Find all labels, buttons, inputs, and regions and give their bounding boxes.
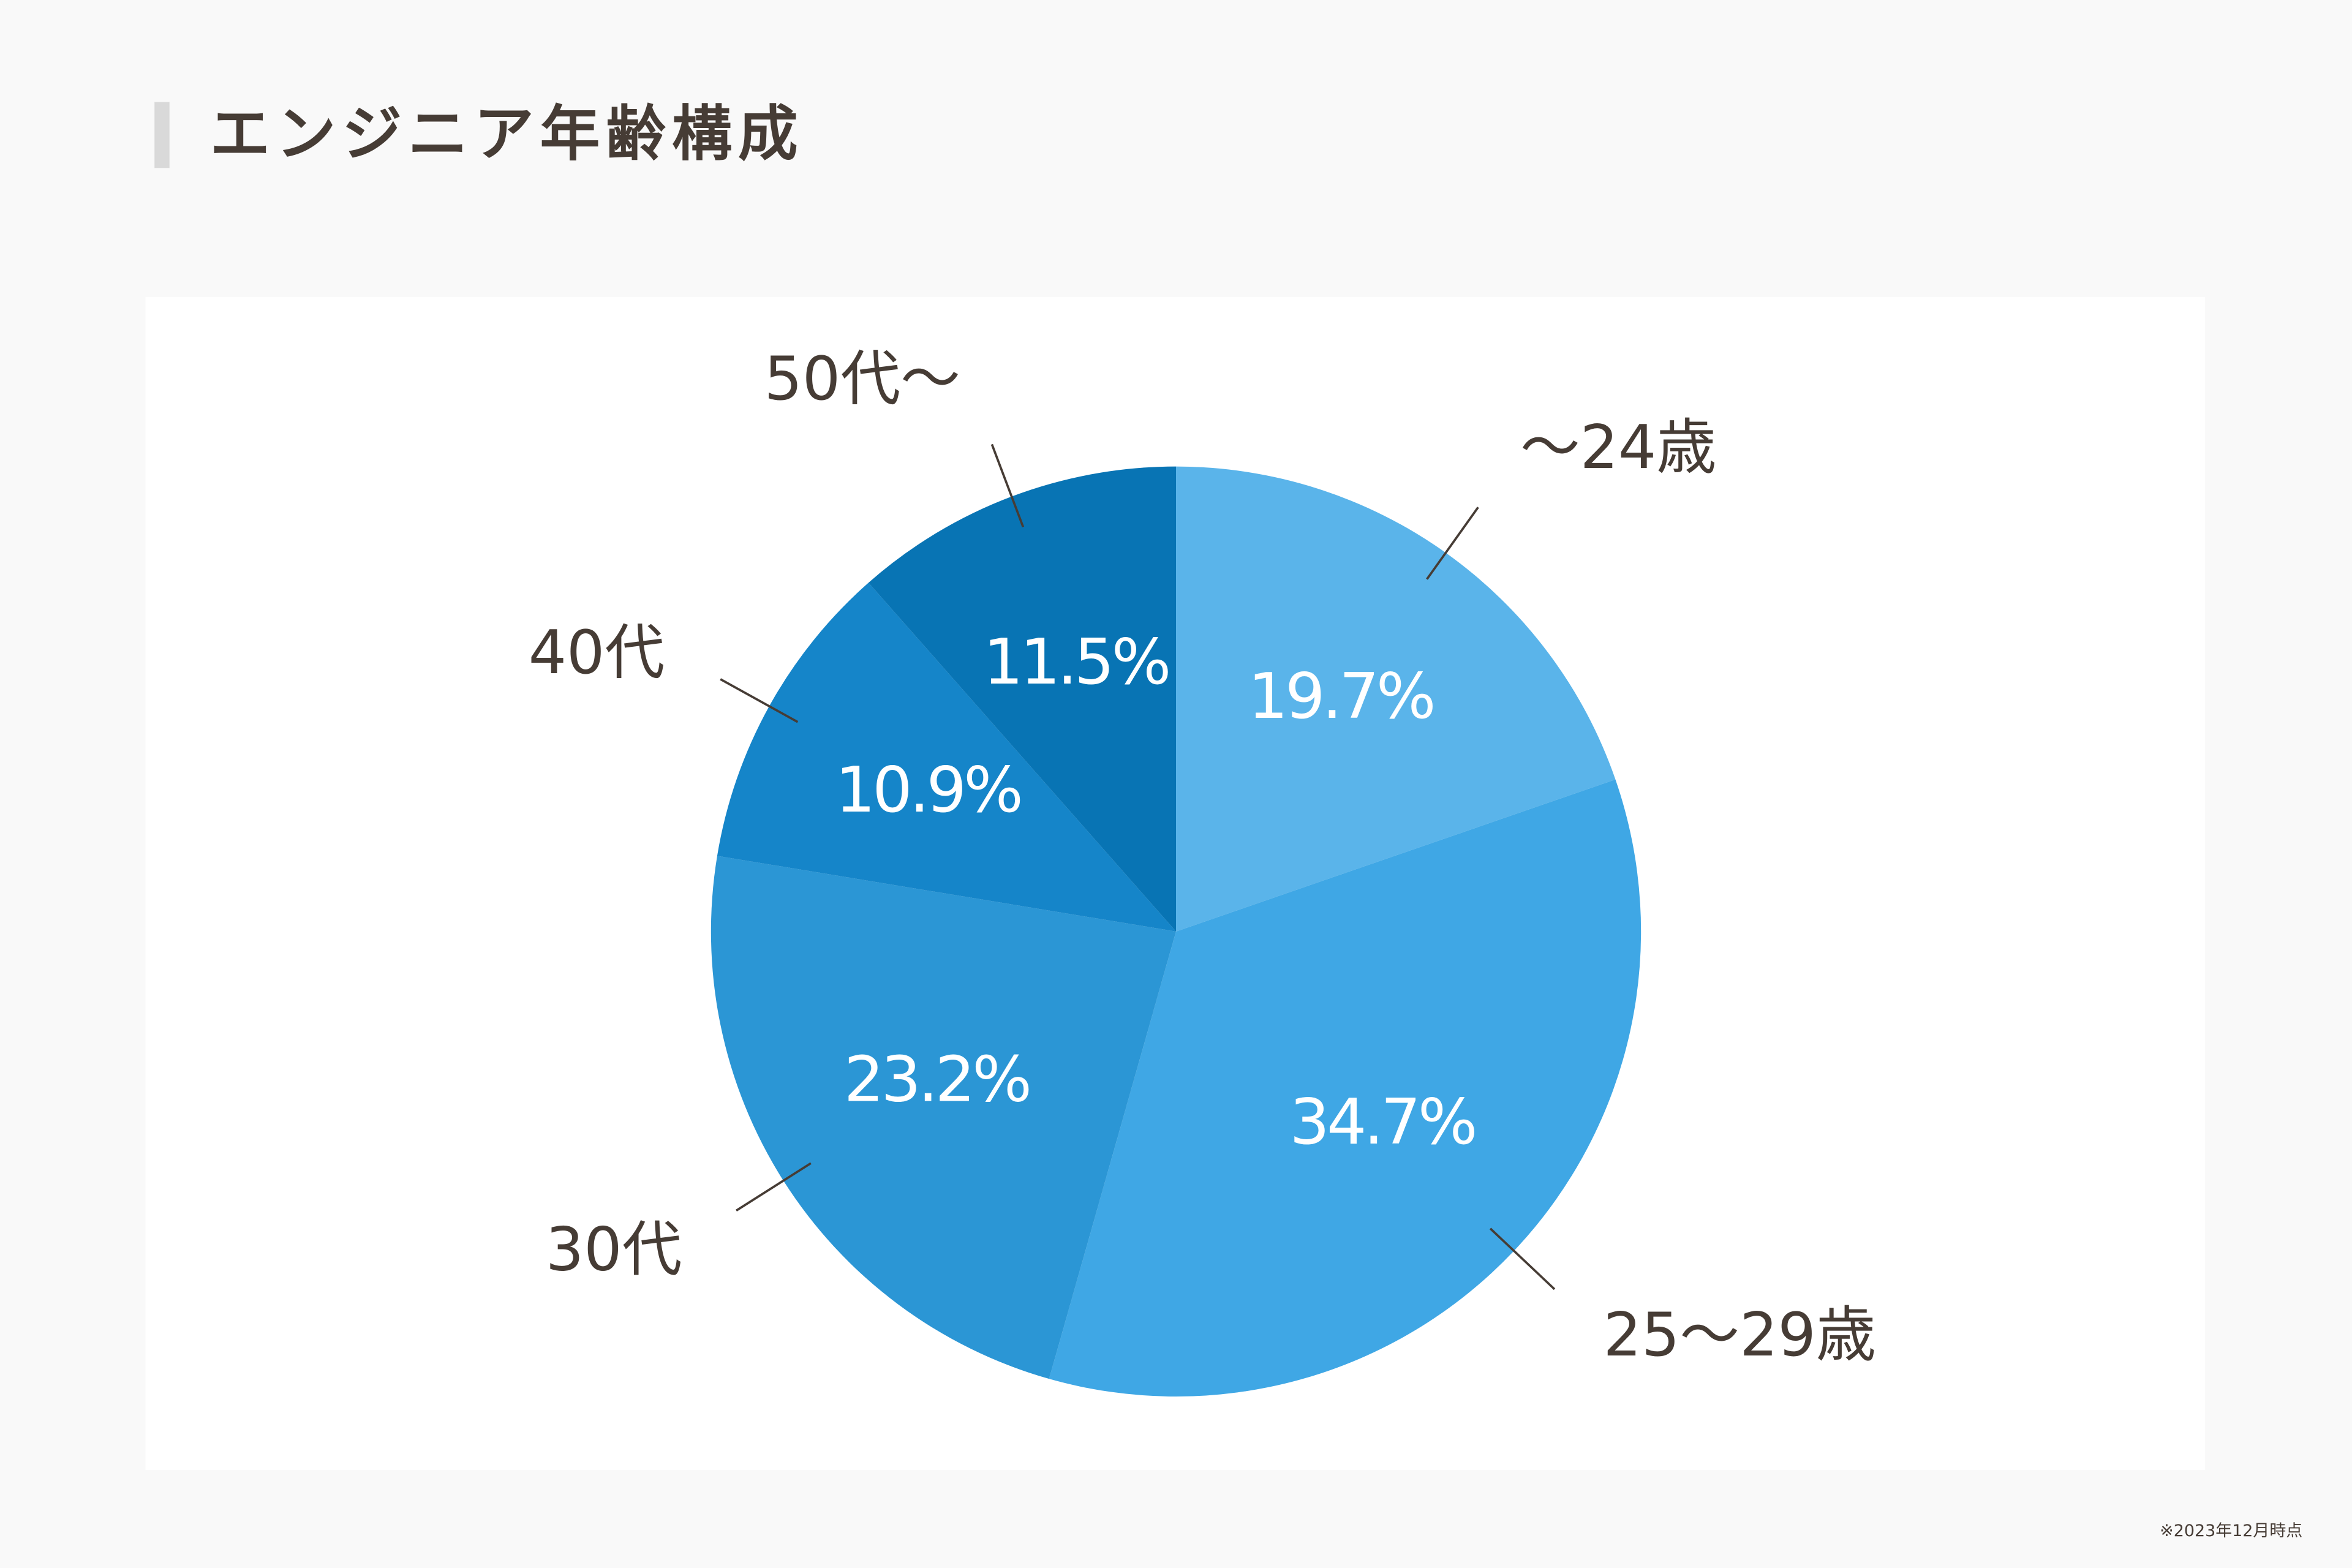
leader-line xyxy=(736,1162,812,1212)
value-label: 19.7% xyxy=(1248,660,1433,733)
value-label: 11.5% xyxy=(983,626,1168,699)
value-label: 10.9% xyxy=(835,754,1020,827)
leader-line xyxy=(990,443,1025,528)
title-bar xyxy=(154,102,170,168)
pie-slice xyxy=(1049,779,1642,1397)
category-label: 30代 xyxy=(546,1215,682,1284)
chart-title: エンジニア年齢構成 xyxy=(210,99,804,169)
leader-line xyxy=(1426,507,1479,580)
category-label: 〜24歳 xyxy=(1520,413,1717,483)
value-label: 23.2% xyxy=(844,1043,1029,1116)
pie-slice xyxy=(710,856,1176,1379)
pie-slice xyxy=(868,466,1176,932)
footnote: ※2023年12月時点 xyxy=(2160,1521,2302,1540)
category-label: 40代 xyxy=(529,618,665,688)
category-label: 25〜29歳 xyxy=(1604,1300,1876,1370)
leader-line xyxy=(1489,1227,1556,1291)
value-label: 34.7% xyxy=(1289,1086,1474,1159)
pie-slice xyxy=(717,582,1176,932)
category-label: 50代〜 xyxy=(764,344,961,414)
pie-slice xyxy=(1176,466,1616,932)
leader-line xyxy=(720,678,799,723)
